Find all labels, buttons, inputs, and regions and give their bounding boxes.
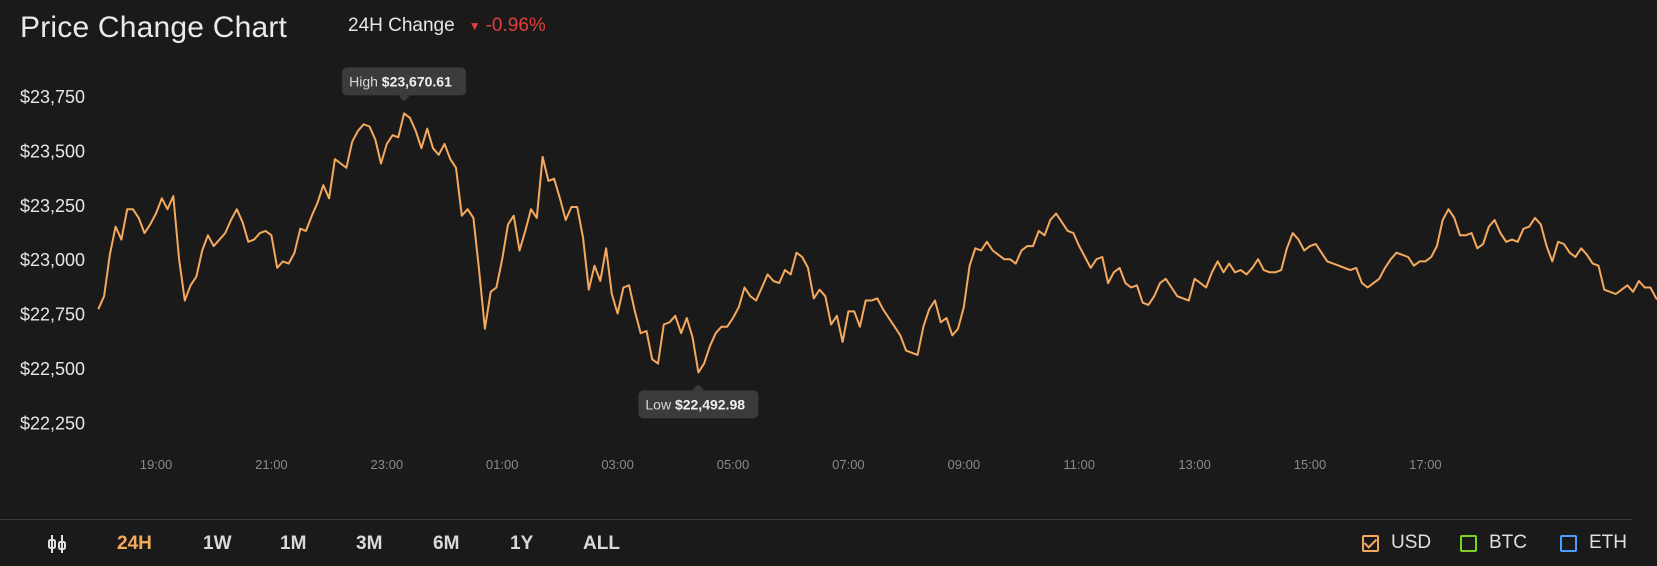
tooltip-value: $22,492.98 xyxy=(675,396,745,412)
x-tick-label: 05:00 xyxy=(717,457,750,472)
currency-label: USD xyxy=(1391,532,1432,553)
tooltip-label: Low xyxy=(645,396,675,412)
range-1m-button[interactable]: 1M xyxy=(280,533,307,554)
bottom-toolbar: 24H 1W 1M 3M 6M 1Y ALL USD BTC ETH xyxy=(0,519,1632,566)
currency-usd-toggle[interactable]: USD xyxy=(1362,532,1431,554)
checkbox-icon[interactable] xyxy=(1460,534,1477,552)
tooltip-value: $23,670.61 xyxy=(382,73,452,89)
y-tick-label: $23,250 xyxy=(20,196,85,216)
currency-eth-toggle[interactable]: ETH xyxy=(1560,532,1627,554)
x-tick-label: 17:00 xyxy=(1409,457,1442,472)
candlestick-toggle-icon[interactable] xyxy=(45,532,69,556)
range-1y-button[interactable]: 1Y xyxy=(510,533,534,554)
checkbox-icon[interactable] xyxy=(1560,534,1577,552)
x-tick-label: 23:00 xyxy=(371,457,404,472)
y-tick-label: $22,750 xyxy=(20,305,85,325)
y-tick-label: $23,000 xyxy=(20,250,85,270)
x-tick-label: 01:00 xyxy=(486,457,519,472)
page-title: Price Change Chart xyxy=(20,11,288,44)
range-1w-button[interactable]: 1W xyxy=(203,533,232,554)
svg-text:High $23,670.61: High $23,670.61 xyxy=(349,73,452,89)
range-24h-button[interactable]: 24H xyxy=(117,533,152,554)
x-tick-label: 09:00 xyxy=(948,457,981,472)
high-price-tooltip: High $23,670.61 xyxy=(342,67,467,102)
chart-header: Price Change Chart xyxy=(20,8,287,48)
change-value-wrap: ▼ -0.96% xyxy=(469,15,546,37)
x-tick-label: 07:00 xyxy=(832,457,865,472)
checkbox-icon[interactable] xyxy=(1362,534,1379,552)
svg-text:Low $22,492.98: Low $22,492.98 xyxy=(645,396,745,412)
change-value: -0.96% xyxy=(485,15,546,36)
y-tick-label: $22,250 xyxy=(20,413,85,433)
x-tick-label: 03:00 xyxy=(601,457,634,472)
x-tick-label: 13:00 xyxy=(1178,457,1211,472)
triangle-down-icon: ▼ xyxy=(468,19,481,33)
price-chart[interactable]: $23,750 $23,500 $23,250 $23,000 $22,750 $22,5… xyxy=(0,0,1657,519)
x-tick-label: 19:00 xyxy=(140,457,173,472)
x-tick-label: 21:00 xyxy=(255,457,288,472)
low-price-tooltip: Low $22,492.98 xyxy=(638,384,759,419)
change-summary: 24H Change ▼ -0.96% xyxy=(348,15,546,37)
range-all-button[interactable]: ALL xyxy=(583,533,620,554)
y-tick-label: $23,750 xyxy=(20,87,85,107)
currency-label: BTC xyxy=(1489,532,1527,553)
x-tick-label: 11:00 xyxy=(1063,457,1095,472)
range-6m-button[interactable]: 6M xyxy=(433,533,460,554)
range-3m-button[interactable]: 3M xyxy=(356,533,383,554)
y-tick-label: $22,500 xyxy=(20,359,85,379)
y-tick-label: $23,500 xyxy=(20,141,85,161)
price-line[interactable] xyxy=(97,112,1657,374)
x-tick-label: 15:00 xyxy=(1294,457,1327,472)
tooltip-label: High xyxy=(349,73,382,89)
currency-label: ETH xyxy=(1589,532,1627,553)
currency-btc-toggle[interactable]: BTC xyxy=(1460,532,1527,554)
change-label: 24H Change xyxy=(348,15,455,36)
checkmark-icon xyxy=(1363,534,1378,549)
